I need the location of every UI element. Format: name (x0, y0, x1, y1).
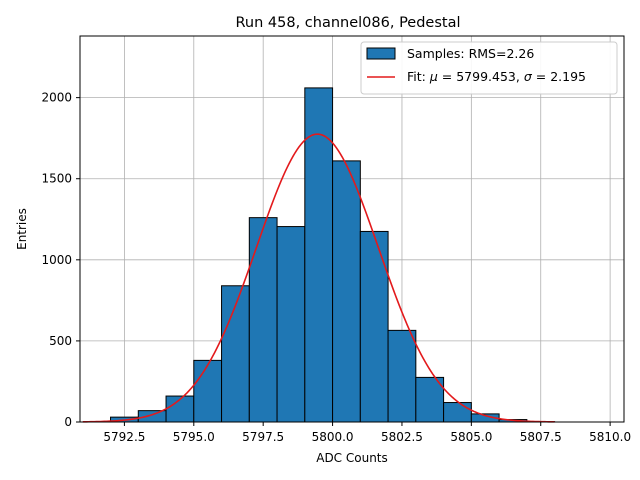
legend-swatch-samples (366, 47, 396, 60)
histogram-bar-5 (248, 217, 278, 423)
x-axis-label: ADC Counts (316, 451, 388, 465)
histogram-bars (110, 87, 556, 423)
x-tick-label-4: 5802.5 (381, 430, 423, 444)
x-tick-label-1: 5795.0 (173, 430, 215, 444)
x-tick-label-6: 5807.5 (520, 430, 562, 444)
y-axis-label: Entries (15, 208, 29, 250)
histogram-bar-3 (193, 359, 223, 423)
histogram-bar-6 (276, 226, 306, 423)
legend-fit-sigma-value: = 2.195 (536, 69, 586, 84)
legend-fit-sigma-symbol: σ (524, 69, 533, 84)
y-tick-label-0: 0 (64, 415, 72, 429)
x-tick-label-3: 5800.0 (312, 430, 354, 444)
y-tick-label-4: 2000 (41, 91, 72, 105)
histogram-bar-1 (137, 410, 167, 423)
x-tick-label-7: 5810.0 (589, 430, 631, 444)
histogram-bar-10 (387, 329, 417, 423)
chart-title: Run 458, channel086, Pedestal (235, 15, 460, 31)
x-tick-label-5: 5805.0 (450, 430, 492, 444)
x-axis-ticks: 5792.5 5795.0 5797.5 5800.0 5802.5 5805.0 5807… (103, 422, 631, 444)
histogram-bar-7 (304, 87, 334, 423)
legend-fit-prefix: Fit: (407, 69, 430, 84)
legend-fit-mu-value: = 5799.453, (442, 69, 520, 84)
histogram-bar-12 (443, 402, 472, 423)
plot-frame (79, 35, 625, 423)
legend-label-fit: Fit: μ = 5799.453, σ = 2.195 (407, 69, 586, 84)
x-tick-label-0: 5792.5 (103, 430, 145, 444)
histogram-bar-11 (415, 376, 445, 423)
histogram-bar-4 (221, 285, 250, 423)
legend-box (360, 41, 618, 95)
y-tick-label-2: 1000 (41, 253, 72, 267)
legend-fit-mu-symbol: μ (429, 69, 438, 84)
y-tick-label-3: 1500 (41, 172, 72, 186)
fit-curve (82, 133, 555, 423)
legend: Samples: RMS=2.26 Fit: μ = 5799.453, σ =… (360, 41, 618, 95)
x-tick-label-2: 5797.5 (242, 430, 284, 444)
legend-label-samples: Samples: RMS=2.26 (407, 46, 534, 61)
y-axis-ticks: 0 500 1000 1500 2000 (41, 91, 80, 429)
y-tick-label-1: 500 (49, 334, 72, 348)
histogram-bar-9 (359, 230, 389, 423)
histogram-bar-8 (332, 160, 361, 423)
